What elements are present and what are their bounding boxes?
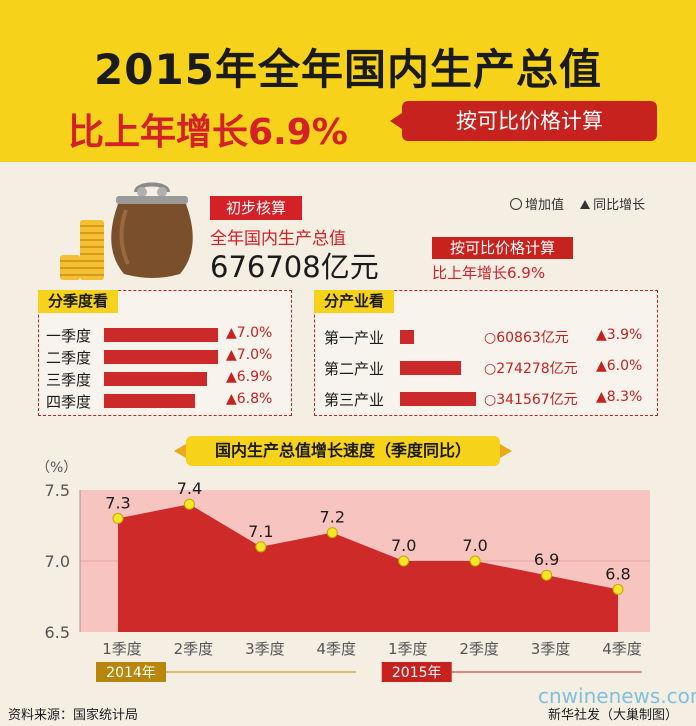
industry-amount-text: 60863亿元: [496, 330, 569, 346]
coin-stack-icon: [60, 255, 80, 280]
source-note: 资料来源：国家统计局: [8, 708, 139, 723]
year-label: 2015年: [392, 665, 442, 681]
area-series: [118, 504, 618, 632]
quarters-box-title: 分季度看: [38, 290, 119, 313]
calc-basis-tag-2: 按可比价格计算: [432, 237, 573, 259]
triangle-icon: [580, 200, 591, 209]
industry-box-title: 分产业看: [314, 290, 395, 313]
industry-label: 第三产业: [324, 391, 385, 409]
x-tick-label: 2季度: [459, 640, 499, 658]
industry-amount-text: 341567亿元: [496, 392, 578, 408]
x-tick-label: 3季度: [531, 640, 571, 658]
quarter-growth: ▲6.8%: [226, 391, 273, 407]
quarter-growth: ▲6.9%: [226, 369, 273, 385]
industry-bar: [400, 361, 462, 375]
data-label: 7.3: [105, 493, 130, 512]
data-point: [541, 569, 553, 581]
data-point: [612, 583, 624, 595]
purse-icon: [111, 182, 193, 278]
quarter-label: 二季度: [46, 349, 92, 367]
prelim-tag: 初步核算: [210, 196, 302, 220]
industry-bar: [400, 330, 414, 344]
coin-stack-icon: [80, 220, 104, 280]
watermark: cnwinenews.com: [538, 684, 696, 708]
header-banner: 2015年全年国内生产总值 比上年增长6.9% 按可比价格计算: [0, 0, 696, 162]
legend-growth-label: 同比增长: [593, 198, 646, 213]
legend-value-label: 增加值: [525, 198, 565, 213]
quarter-bar: [104, 394, 196, 408]
gdp-growth-chart: 7.5 7.0 6.5 （%） 7.3 1季度 7.4 2季度 7.1 3季度 7.2 4季度 7.0 1…: [36, 460, 650, 682]
data-label: 6.9: [534, 550, 559, 569]
quarter-growth: ▲7.0%: [226, 325, 273, 341]
page-subtitle: 比上年增长6.9%: [68, 112, 348, 153]
industry-growth: ▲3.9%: [596, 327, 643, 343]
industry-growth: ▲6.0%: [596, 358, 643, 374]
data-point: [183, 498, 195, 510]
industry-label: 第二产业: [324, 360, 385, 378]
page-title: 2015年全年国内生产总值: [94, 45, 602, 94]
industry-amount: ○60863亿元: [484, 327, 569, 347]
data-point: [469, 555, 481, 567]
y-tick-label: 6.5: [45, 623, 70, 642]
industry-amount: ○341567亿元: [484, 389, 578, 409]
gdp-value: 676708亿元: [210, 250, 379, 284]
industry-amount: ○274278亿元: [484, 358, 578, 378]
quarter-label: 三季度: [46, 371, 92, 389]
annual-growth-label: 比上年增长6.9%: [432, 264, 546, 282]
data-label: 7.1: [248, 522, 273, 541]
calc-basis-tag: 按可比价格计算: [390, 101, 657, 141]
year-label: 2014年: [106, 665, 156, 681]
x-tick-label: 1季度: [102, 640, 142, 658]
gdp-label: 全年国内生产总值: [210, 229, 346, 249]
data-label: 7.0: [391, 536, 416, 555]
x-tick-label: 3季度: [245, 640, 285, 658]
y-axis-label: （%）: [36, 460, 77, 476]
industry-box: 分产业看: [314, 290, 658, 416]
quarter-growth: ▲7.0%: [226, 347, 273, 363]
data-point: [326, 527, 338, 539]
credit-note: 新华社发（大巢制图）: [548, 708, 679, 723]
data-label: 7.4: [177, 479, 202, 498]
data-label: 6.8: [605, 564, 630, 583]
year-tag: [96, 662, 166, 682]
y-tick-label: 7.5: [45, 481, 70, 500]
quarter-label: 一季度: [46, 327, 92, 345]
circle-icon: ○: [484, 330, 497, 346]
data-point: [112, 512, 124, 524]
x-tick-label: 4季度: [602, 640, 642, 658]
circle-icon: [510, 198, 522, 210]
industry-bar: [400, 392, 476, 406]
quarter-label: 四季度: [46, 393, 92, 411]
legend: 增加值 同比增长: [510, 194, 645, 213]
industry-label: 第一产业: [324, 329, 385, 347]
industry-amount-text: 274278亿元: [496, 361, 578, 377]
year-tag: [381, 662, 452, 682]
x-tick-label: 4季度: [317, 640, 357, 658]
data-label: 7.0: [462, 536, 487, 555]
chart-title: 国内生产总值增长速度（季度同比）: [174, 436, 512, 466]
data-point: [398, 555, 410, 567]
quarter-bar: [104, 350, 218, 364]
data-point: [255, 541, 267, 553]
quarter-bar: [104, 328, 218, 342]
circle-icon: ○: [484, 392, 497, 408]
y-tick-label: 7.0: [45, 552, 70, 571]
data-label: 7.2: [320, 508, 345, 527]
circle-icon: ○: [484, 361, 497, 377]
x-tick-label: 1季度: [388, 640, 428, 658]
x-tick-label: 2季度: [174, 640, 214, 658]
quarter-bar: [104, 372, 207, 386]
industry-growth: ▲8.3%: [596, 389, 643, 405]
